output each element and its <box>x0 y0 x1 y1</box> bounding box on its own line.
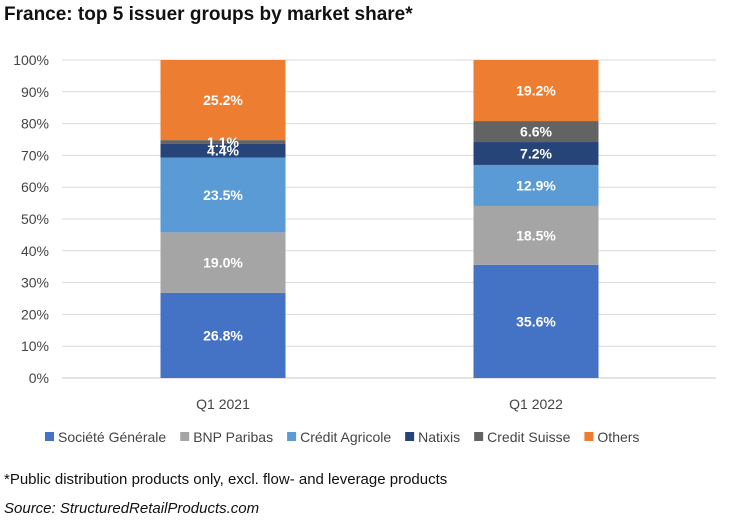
bars <box>160 60 599 378</box>
y-tick-label: 90% <box>21 84 49 100</box>
data-label: 25.2% <box>203 92 243 108</box>
y-tick-label: 70% <box>21 147 49 163</box>
x-tick-label: Q1 2022 <box>509 396 563 412</box>
legend-swatch <box>584 432 594 441</box>
bar-segment <box>473 60 599 122</box>
bar-segment <box>473 121 599 143</box>
y-tick-label: 30% <box>21 275 49 291</box>
bar-segment <box>160 292 286 378</box>
legend-swatch <box>287 432 297 441</box>
data-label: 19.2% <box>516 83 556 99</box>
legend-label: Natixis <box>418 429 460 445</box>
legend-swatch <box>474 432 484 441</box>
legend-swatch <box>405 432 415 441</box>
y-tick-label: 10% <box>21 338 49 354</box>
data-label: 12.9% <box>516 177 556 193</box>
y-tick-label: 20% <box>21 306 49 322</box>
legend-swatch <box>180 432 190 441</box>
y-axis-ticks: 0% 10% 20% 30% 40% 50% 60% 70% 80% 90% 100% <box>13 52 49 386</box>
x-axis-ticks: Q1 2021 Q1 2022 <box>196 396 563 412</box>
gridlines <box>62 59 716 379</box>
bar-segment <box>473 264 599 378</box>
y-tick-label: 80% <box>21 116 49 132</box>
legend-label: Others <box>597 429 639 445</box>
x-tick-label: Q1 2021 <box>196 396 250 412</box>
data-label: 19.0% <box>203 255 243 271</box>
y-tick-label: 40% <box>21 243 49 259</box>
data-label: 4.4% <box>207 143 239 159</box>
bar-segment <box>473 205 599 265</box>
y-tick-label: 0% <box>29 370 49 386</box>
bar-segment <box>473 142 599 165</box>
legend: Société Générale BNP Paribas Crédit Agrico… <box>45 429 639 445</box>
data-label: 1.1% <box>207 134 239 150</box>
legend-label: BNP Paribas <box>193 429 273 445</box>
bar-segment <box>160 143 286 158</box>
data-label: 7.2% <box>520 145 552 161</box>
y-tick-label: 50% <box>21 211 49 227</box>
chart-title: France: top 5 issuer groups by market sh… <box>4 4 413 25</box>
footnote: *Public distribution products only, excl… <box>4 471 448 488</box>
y-tick-label: 60% <box>21 179 49 195</box>
bar-segment <box>160 60 286 141</box>
data-label: 35.6% <box>516 313 556 329</box>
bar-segment <box>473 164 599 206</box>
y-tick-label: 100% <box>13 52 49 68</box>
data-label: 18.5% <box>516 227 556 243</box>
legend-swatch <box>45 432 54 441</box>
source-note: Source: StructuredRetailProducts.com <box>4 500 260 517</box>
bar-segment <box>160 157 286 233</box>
bar-segment <box>160 232 286 293</box>
legend-label: Société Générale <box>58 429 166 445</box>
data-labels: 26.8% 19.0% 23.5% 4.4%1.1% 25.2% 35.6% 18.5% 12… <box>203 83 556 344</box>
bar-segment <box>160 140 286 144</box>
data-label: 6.6% <box>520 124 552 140</box>
stacked-bar-chart: 0% 10% 20% 30% 40% 50% 60% 70% 80% 90% 100% 26.8% 1… <box>13 52 716 445</box>
legend-label: Credit Suisse <box>487 429 570 445</box>
legend-label: Crédit Agricole <box>300 429 391 445</box>
data-label: 26.8% <box>203 327 243 343</box>
data-label: 23.5% <box>203 187 243 203</box>
